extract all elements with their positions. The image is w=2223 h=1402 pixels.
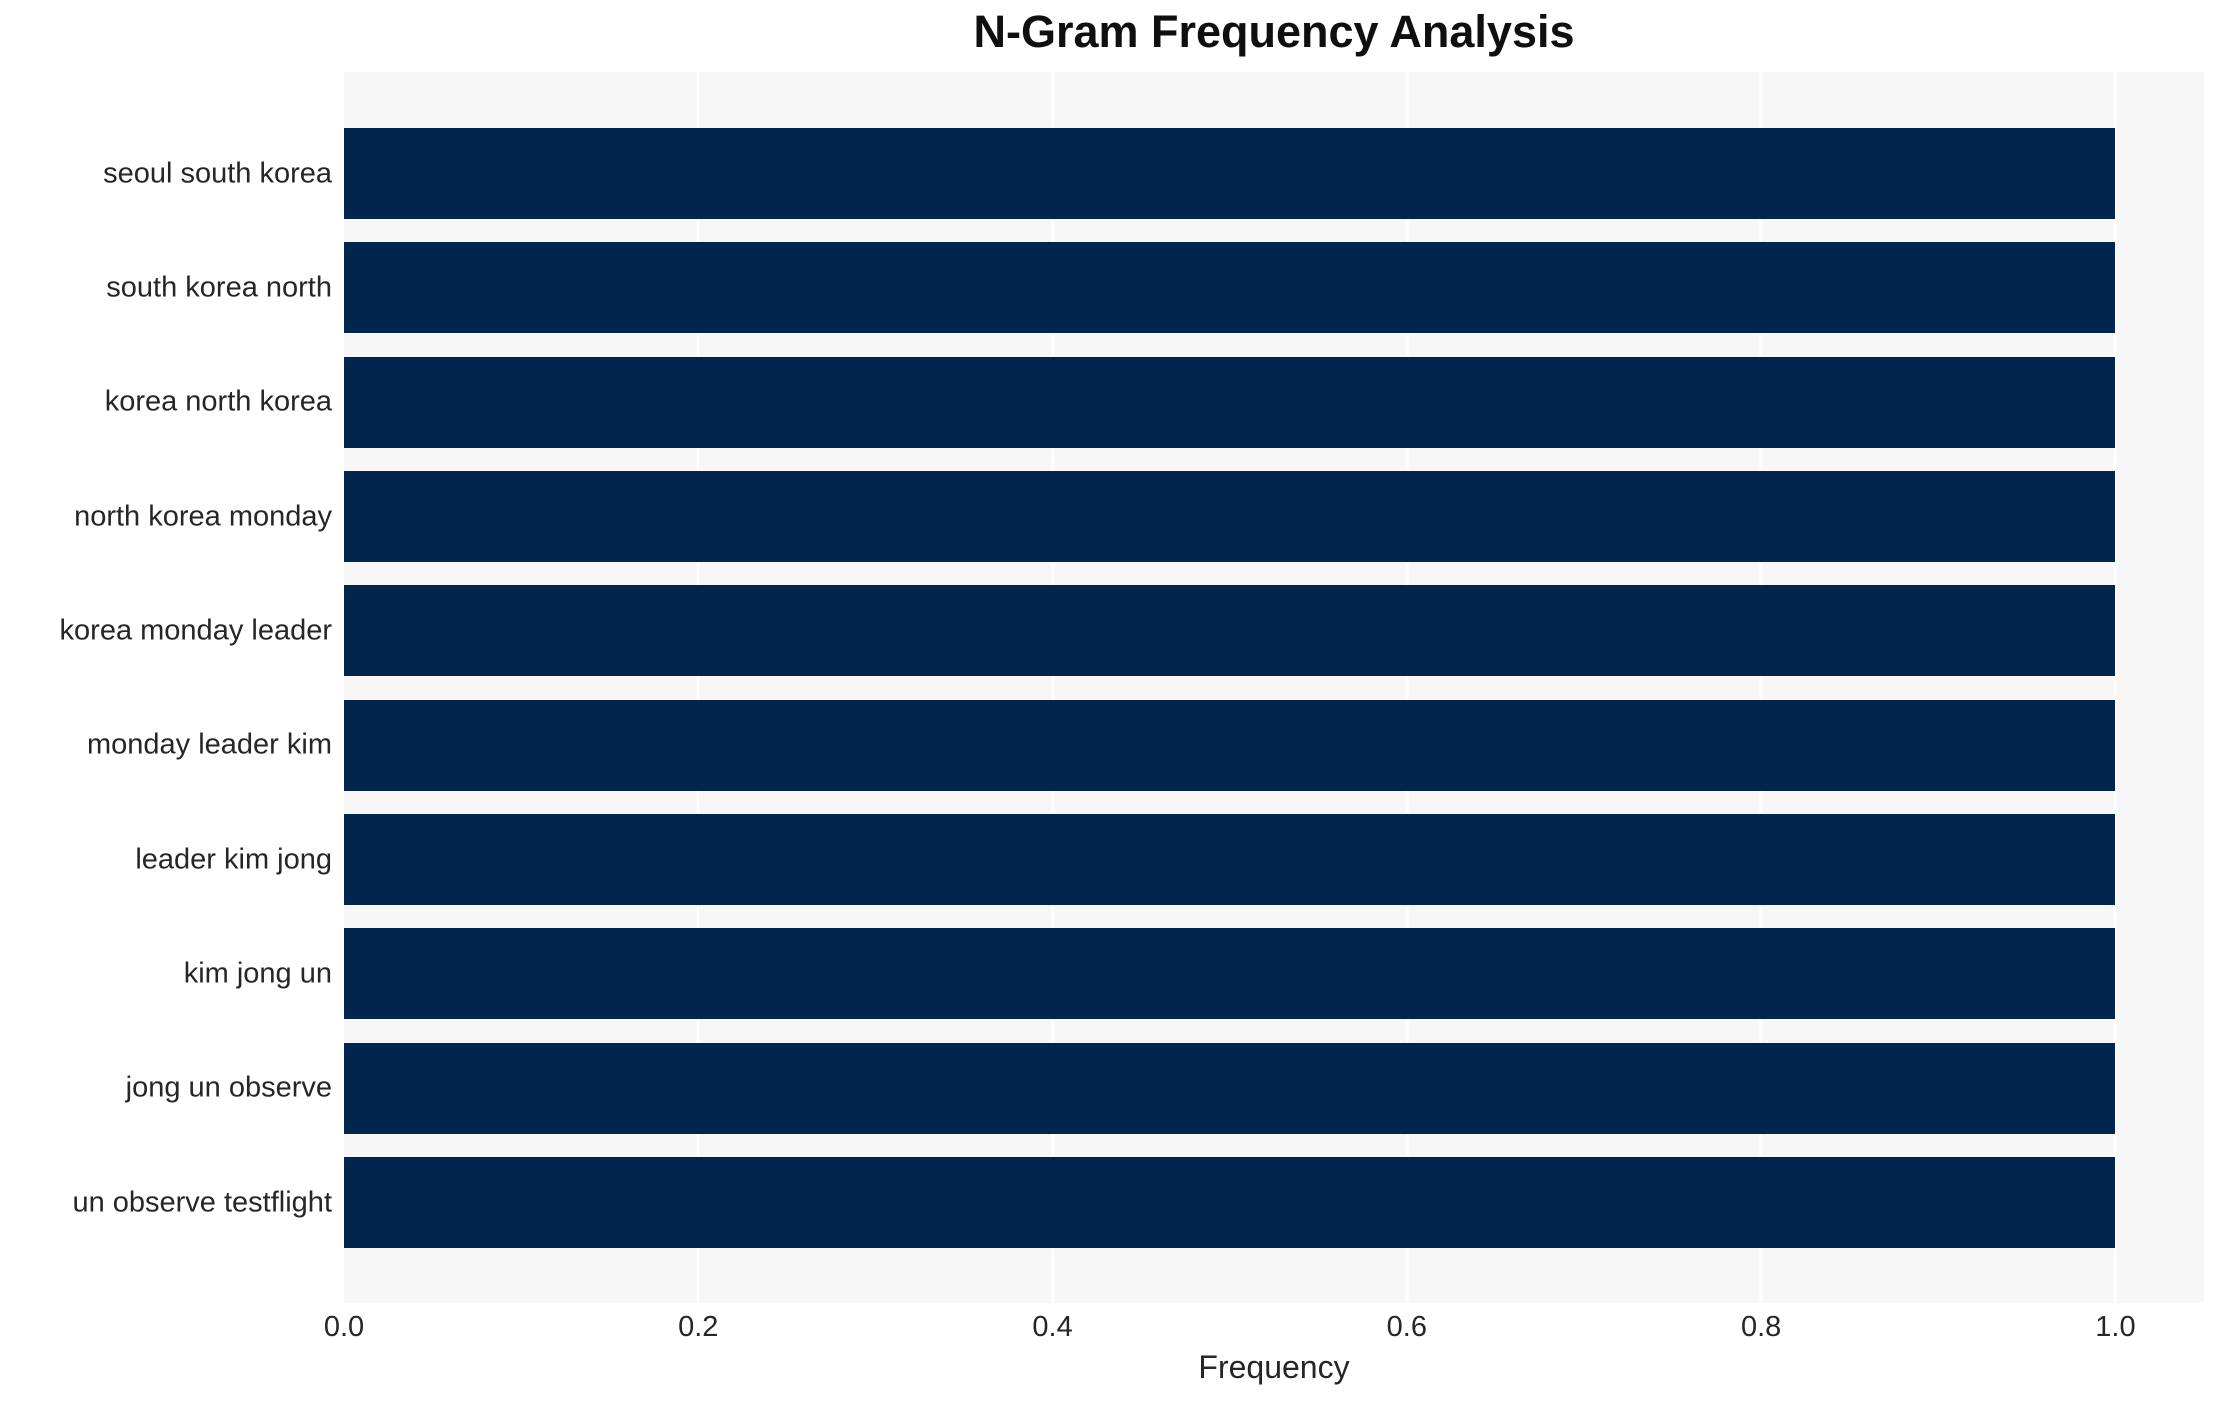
y-tick-label: seoul south korea bbox=[103, 157, 332, 189]
gridline bbox=[1051, 72, 1055, 1303]
gridline bbox=[696, 72, 700, 1303]
gridline bbox=[2113, 72, 2117, 1303]
chart-title: N-Gram Frequency Analysis bbox=[973, 6, 1575, 57]
gridline bbox=[1759, 72, 1763, 1303]
y-tick-label: korea monday leader bbox=[59, 614, 332, 647]
y-tick-label: leader kim jong bbox=[135, 843, 332, 876]
x-tick-label: 1.0 bbox=[2095, 1311, 2136, 1343]
x-tick-label: 0.2 bbox=[678, 1311, 719, 1343]
y-tick-label: un observe testflight bbox=[72, 1186, 332, 1219]
y-tick-label: south korea north bbox=[106, 271, 332, 304]
y-tick-label: monday leader kim bbox=[87, 728, 332, 761]
plot-area bbox=[344, 72, 2204, 1303]
x-tick-label: 0.4 bbox=[1032, 1311, 1073, 1343]
bar bbox=[344, 356, 2116, 448]
bar bbox=[344, 814, 2116, 906]
x-tick-label: 0.6 bbox=[1386, 1311, 1428, 1343]
bar bbox=[344, 242, 2116, 334]
bar bbox=[344, 928, 2116, 1020]
y-tick-label: jong un observe bbox=[125, 1071, 332, 1104]
bar bbox=[344, 128, 2116, 219]
y-tick-label: north korea monday bbox=[74, 500, 332, 533]
bar bbox=[344, 1042, 2116, 1134]
y-tick-label: kim jong un bbox=[183, 957, 332, 990]
x-tick-label: 0.8 bbox=[1740, 1311, 1782, 1343]
bar bbox=[344, 699, 2116, 791]
bar bbox=[344, 1157, 2116, 1249]
x-tick-label: 0.0 bbox=[323, 1311, 365, 1343]
bar bbox=[344, 471, 2116, 563]
y-tick-label: korea north korea bbox=[104, 385, 332, 418]
gridline bbox=[1405, 72, 1409, 1303]
x-axis-label: Frequency bbox=[1198, 1349, 1350, 1385]
bar bbox=[344, 585, 2116, 677]
